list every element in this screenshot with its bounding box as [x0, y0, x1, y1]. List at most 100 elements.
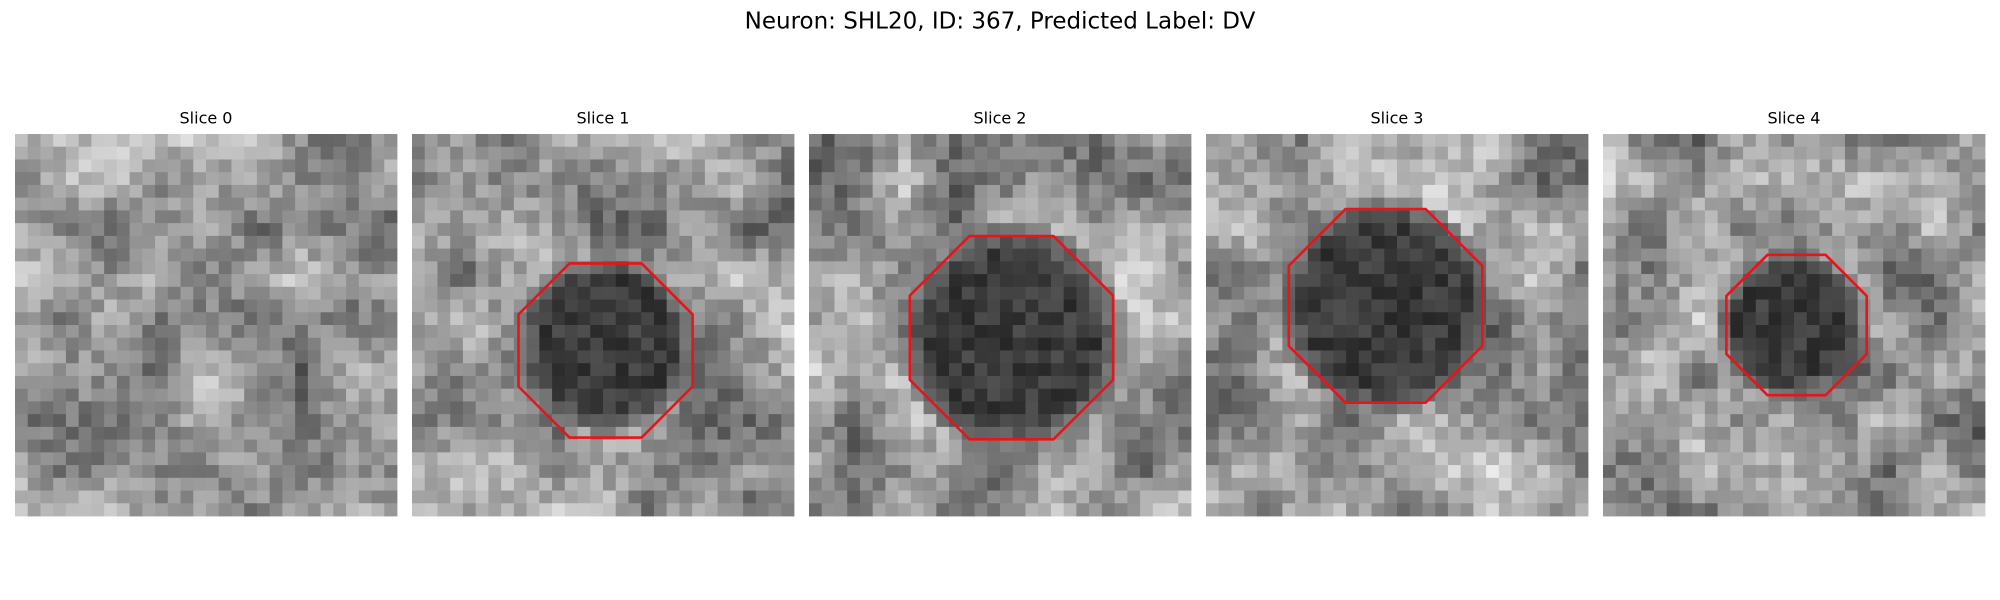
pixel	[1473, 210, 1487, 224]
pixel	[1730, 248, 1744, 262]
pixel	[603, 465, 617, 479]
pixel	[1140, 312, 1154, 326]
pixel	[1165, 146, 1179, 160]
pixel	[603, 350, 617, 364]
pixel	[256, 401, 271, 415]
pixel	[1256, 414, 1271, 428]
pixel	[1883, 477, 1897, 491]
pixel	[1537, 312, 1551, 326]
pixel	[475, 134, 489, 148]
pixel	[1101, 210, 1115, 224]
pixel	[1307, 375, 1321, 390]
pixel	[1844, 299, 1859, 313]
pixel	[27, 197, 41, 211]
pixel	[1628, 325, 1642, 339]
pixel	[590, 235, 604, 249]
pixel	[1666, 337, 1680, 351]
pixel	[218, 223, 232, 237]
pixel	[1511, 325, 1525, 339]
pixel	[1244, 401, 1258, 415]
pixel	[1743, 223, 1757, 237]
pixel	[768, 299, 782, 313]
pixel	[320, 261, 334, 275]
pixel	[1615, 439, 1629, 453]
pixel	[1692, 350, 1706, 364]
pixel	[1717, 134, 1731, 148]
pixel	[501, 274, 515, 288]
pixel	[1178, 452, 1192, 466]
pixel	[653, 235, 668, 249]
pixel	[1409, 159, 1423, 173]
pixel	[180, 325, 194, 339]
pixel	[1704, 134, 1718, 148]
pixel	[1615, 299, 1629, 313]
pixel	[1333, 286, 1347, 300]
pixel	[1743, 286, 1757, 300]
pixel	[603, 184, 617, 199]
pixel	[821, 414, 835, 428]
pixel	[1101, 452, 1115, 466]
pixel	[501, 159, 515, 173]
pixel	[1178, 172, 1192, 186]
pixel	[1692, 426, 1706, 440]
pixel	[1152, 159, 1166, 173]
pixel	[412, 503, 426, 517]
pixel	[1908, 337, 1922, 351]
pixel	[1218, 363, 1232, 377]
pixel	[15, 401, 29, 415]
pixel	[641, 197, 655, 211]
pixel	[603, 401, 617, 415]
pixel	[1628, 401, 1642, 415]
pixel	[872, 248, 886, 262]
pixel	[412, 248, 426, 262]
pixel	[768, 375, 782, 390]
pixel	[1422, 363, 1436, 377]
pixel	[1511, 312, 1525, 326]
pixel	[1486, 235, 1500, 249]
pixel	[885, 503, 899, 517]
pixel	[809, 172, 823, 186]
pixel	[834, 414, 848, 428]
segmentation-contour	[908, 234, 1115, 441]
pixel	[1679, 325, 1693, 339]
pixel	[1346, 439, 1360, 453]
pixel	[320, 134, 334, 148]
pixel	[603, 274, 617, 288]
pixel	[412, 197, 426, 211]
pixel	[1628, 388, 1642, 402]
pixel	[488, 172, 502, 186]
pixel	[1486, 439, 1500, 453]
pixel	[1524, 325, 1538, 339]
pixel	[15, 312, 29, 326]
pixel	[501, 184, 515, 199]
pixel	[755, 477, 769, 491]
pixel	[704, 210, 718, 224]
pixel	[1063, 452, 1077, 466]
pixel	[358, 401, 372, 415]
pixel	[1447, 477, 1462, 491]
pixel	[475, 274, 489, 288]
pixel	[821, 299, 835, 313]
pixel	[53, 414, 67, 428]
pixel	[1435, 363, 1449, 377]
pixel	[1447, 414, 1462, 428]
pixel	[1178, 146, 1192, 160]
pixel	[1397, 439, 1411, 453]
pixel	[885, 401, 899, 415]
pixel	[564, 337, 578, 351]
pixel	[1511, 426, 1525, 440]
pixel	[1717, 184, 1731, 199]
pixel	[1844, 223, 1859, 237]
pixel	[307, 146, 321, 160]
pixel	[692, 337, 706, 351]
pixel	[53, 235, 67, 249]
pixel	[1628, 274, 1642, 288]
pixel	[730, 465, 744, 479]
pixel	[885, 172, 899, 186]
pixel	[1679, 490, 1693, 504]
pixel	[1794, 439, 1808, 453]
pixel	[1460, 375, 1474, 390]
pixel	[27, 312, 41, 326]
pixel	[1435, 350, 1449, 364]
pixel	[450, 325, 464, 339]
